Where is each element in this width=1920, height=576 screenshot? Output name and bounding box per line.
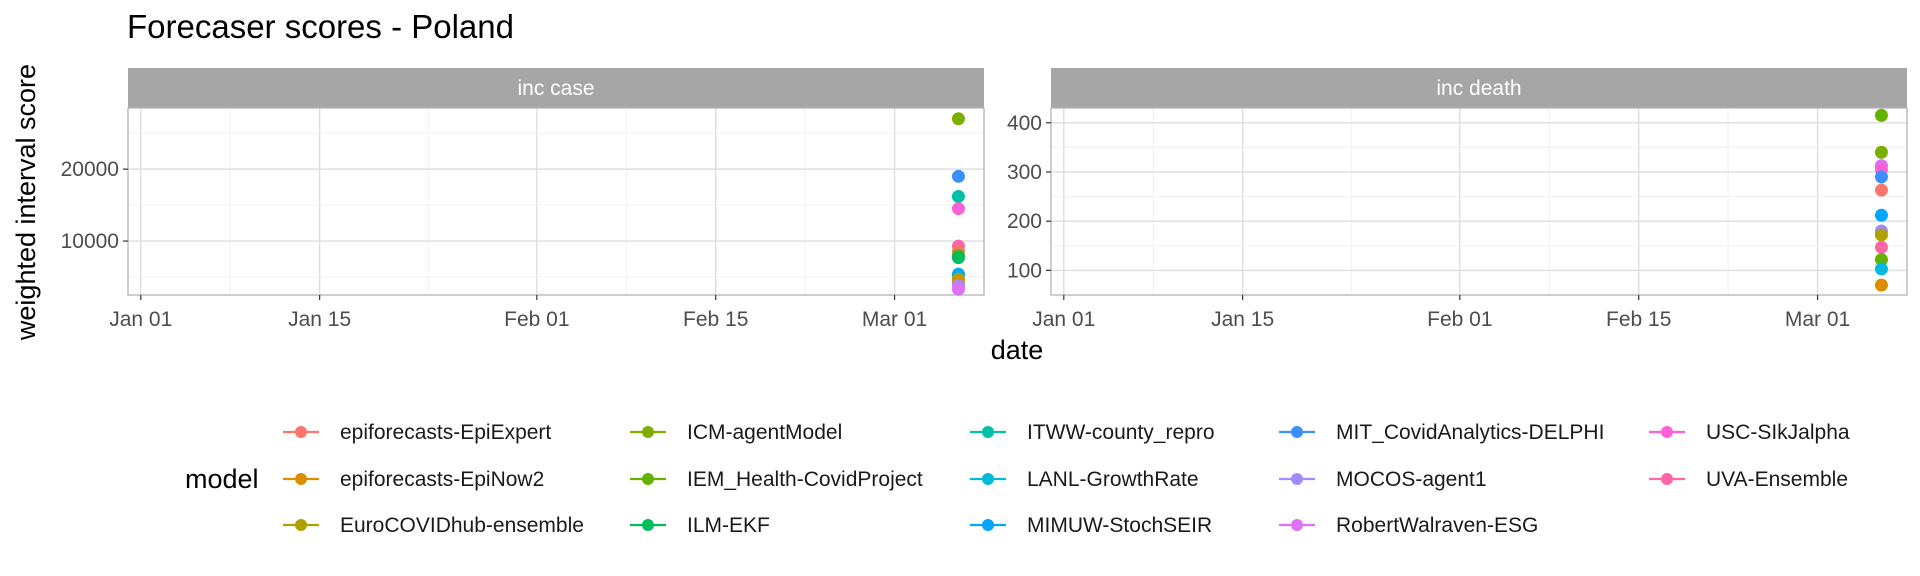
x-tick-label: Jan 01 — [1032, 308, 1095, 331]
data-point — [1874, 262, 1888, 276]
data-point — [951, 112, 965, 126]
x-tick-label: Jan 01 — [109, 308, 172, 331]
legend-label: epiforecasts-EpiExpert — [340, 421, 551, 444]
y-tick-label: 300 — [1007, 161, 1042, 184]
legend-label: USC-SIkJalpha — [1706, 421, 1850, 444]
legend-label: ITWW-county_repro — [1027, 421, 1215, 444]
x-tick-label: Feb 01 — [504, 308, 569, 331]
y-tick-label: 100 — [1007, 259, 1042, 282]
facet-panels: inc case 10000 20000 Jan 01 Jan 15 Feb 01 Feb … — [61, 68, 1908, 331]
plot-area — [128, 108, 984, 295]
data-point — [1874, 208, 1888, 222]
legend-label: UVA-Ensemble — [1706, 468, 1848, 491]
data-point — [1874, 170, 1888, 184]
legend-label: ILM-EKF — [687, 514, 770, 537]
legend-label: IEM_Health-CovidProject — [687, 468, 923, 491]
y-tick-label: 200 — [1007, 210, 1042, 233]
legend-key-point — [295, 473, 307, 485]
data-point — [951, 251, 965, 265]
x-tick-label: Mar 01 — [862, 308, 927, 331]
legend-title: model — [185, 464, 259, 494]
legend-label: LANL-GrowthRate — [1027, 468, 1199, 491]
legend-item: MOCOS-agent1 — [1279, 468, 1487, 491]
data-point — [951, 202, 965, 216]
legend-key-point — [1661, 426, 1673, 438]
legend-item: MIT_CovidAnalytics-DELPHI — [1279, 421, 1604, 444]
data-point — [951, 189, 965, 203]
legend-label: MIT_CovidAnalytics-DELPHI — [1336, 421, 1604, 444]
x-tick-label: Mar 01 — [1785, 308, 1850, 331]
legend-key-point — [1291, 519, 1303, 531]
panel-border — [127, 107, 985, 296]
panel-border — [1050, 107, 1908, 296]
legend-item: UVA-Ensemble — [1649, 468, 1848, 491]
legend-label: MOCOS-agent1 — [1336, 468, 1487, 491]
chart-title: Forecaser scores - Poland — [127, 8, 514, 45]
facet-panel: inc death 100 200 300 400 Jan 01 Jan 15 Feb 01 F… — [1007, 68, 1908, 331]
legend-item: ILM-EKF — [630, 514, 770, 537]
y-tick-label: 400 — [1007, 112, 1042, 135]
plot-area — [1051, 108, 1907, 295]
legend-item: LANL-GrowthRate — [970, 468, 1199, 491]
data-point — [1874, 253, 1888, 267]
y-tick-label: 10000 — [61, 230, 119, 253]
legend-item: RobertWalraven-ESG — [1279, 514, 1538, 537]
x-axis-title: date — [991, 335, 1044, 365]
data-point — [1874, 108, 1888, 122]
legend-item: epiforecasts-EpiNow2 — [283, 468, 544, 491]
legend-key-point — [295, 426, 307, 438]
data-point — [951, 282, 965, 296]
legend-key-point — [982, 473, 994, 485]
x-tick-label: Feb 01 — [1427, 308, 1492, 331]
facet-panel: inc case 10000 20000 Jan 01 Jan 15 Feb 01 Feb … — [61, 68, 985, 331]
legend-key-point — [642, 473, 654, 485]
legend-item: ITWW-county_repro — [970, 421, 1215, 444]
legend-label: EuroCOVIDhub-ensemble — [340, 514, 584, 537]
data-point — [1874, 145, 1888, 159]
legend: epiforecasts-EpiExpert epiforecasts-EpiNo… — [283, 421, 1850, 537]
data-point — [1874, 183, 1888, 197]
legend-label: MIMUW-StochSEIR — [1027, 514, 1212, 537]
legend-item: MIMUW-StochSEIR — [970, 514, 1212, 537]
legend-key-point — [295, 519, 307, 531]
data-point — [1874, 228, 1888, 242]
y-tick-label: 20000 — [61, 158, 119, 181]
facet-strip-label: inc death — [1436, 77, 1521, 100]
x-tick-label: Feb 15 — [683, 308, 748, 331]
data-point — [951, 169, 965, 183]
legend-label: epiforecasts-EpiNow2 — [340, 468, 544, 491]
legend-key-point — [642, 426, 654, 438]
legend-key-point — [982, 426, 994, 438]
data-point — [1874, 240, 1888, 254]
legend-item: EuroCOVIDhub-ensemble — [283, 514, 584, 537]
facet-strip-label: inc case — [517, 77, 594, 100]
legend-key-point — [1661, 473, 1673, 485]
legend-item: ICM-agentModel — [630, 421, 842, 444]
legend-label: ICM-agentModel — [687, 421, 842, 444]
legend-item: USC-SIkJalpha — [1649, 421, 1850, 444]
y-axis-title: weighted interval score — [11, 64, 41, 341]
data-point — [1874, 278, 1888, 292]
facet-strip — [128, 68, 984, 108]
legend-key-point — [1291, 473, 1303, 485]
legend-label: RobertWalraven-ESG — [1336, 514, 1538, 537]
x-tick-label: Jan 15 — [1211, 308, 1274, 331]
legend-key-point — [982, 519, 994, 531]
x-tick-label: Jan 15 — [288, 308, 351, 331]
facet-strip — [1051, 68, 1907, 108]
legend-key-point — [642, 519, 654, 531]
legend-item: IEM_Health-CovidProject — [630, 468, 923, 491]
legend-key-point — [1291, 426, 1303, 438]
x-tick-label: Feb 15 — [1606, 308, 1671, 331]
legend-item: epiforecasts-EpiExpert — [283, 421, 551, 444]
